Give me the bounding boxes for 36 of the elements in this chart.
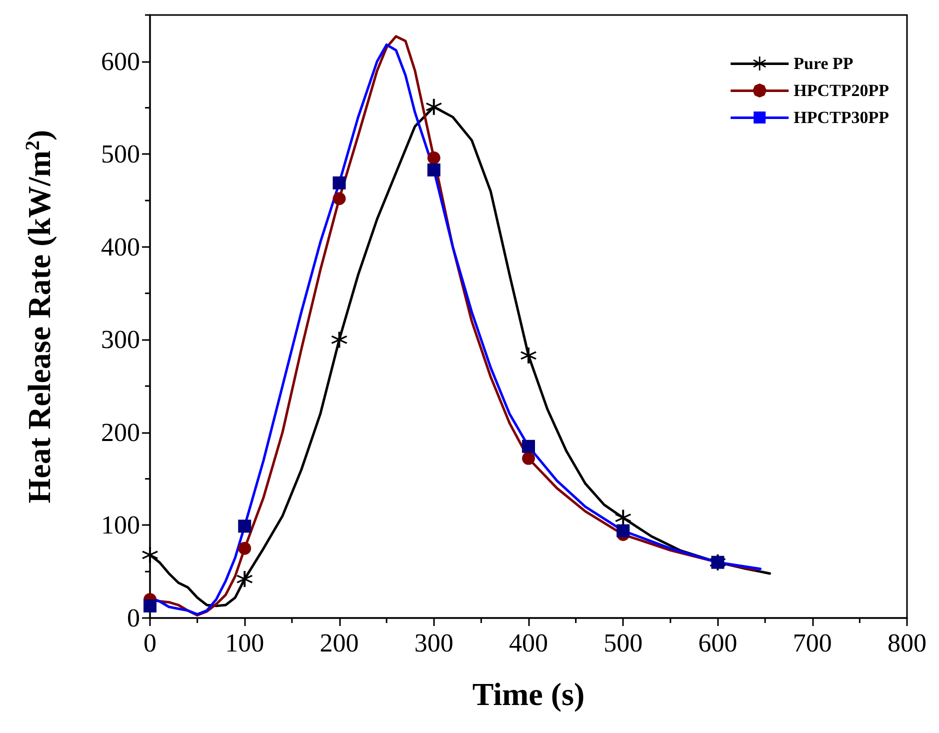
y-axis-title: Heat Release Rate (kW/m2) [21, 130, 57, 504]
x-tick-label: 500 [604, 628, 643, 658]
x-tick-label: 400 [509, 628, 548, 658]
point [615, 510, 632, 526]
y-tick-label: 100 [101, 510, 140, 540]
point [238, 542, 252, 555]
y-tick-label: 600 [101, 46, 140, 76]
point [426, 98, 442, 115]
y-tick-label: 500 [101, 140, 140, 169]
point [522, 452, 535, 465]
legend-label: Pure PP [794, 54, 854, 73]
point [144, 599, 156, 612]
legend-label: HPCTP30PP [794, 108, 890, 127]
point [238, 520, 252, 533]
x-tick-label: 800 [888, 628, 926, 658]
point [427, 151, 440, 164]
point [616, 524, 630, 538]
point [142, 546, 158, 563]
point [522, 440, 535, 453]
legend-label: HPCTP20PP [794, 81, 890, 100]
x-tick-label: 700 [792, 628, 832, 658]
point [520, 347, 536, 364]
x-tick-label: 200 [320, 628, 359, 658]
point [332, 176, 346, 190]
x-tick-label: 600 [698, 628, 738, 658]
point [332, 192, 346, 206]
point [427, 163, 440, 176]
y-tick-label: 200 [101, 418, 140, 447]
x-tick-label: 100 [225, 628, 264, 658]
y-tick-label: 300 [101, 325, 140, 354]
x-tick-label: 300 [414, 628, 454, 658]
x-axis-title: Time (s) [472, 676, 585, 712]
y-tick-label: 0 [127, 604, 140, 632]
point [236, 571, 253, 588]
y-tick-label: 400 [101, 232, 140, 262]
point [331, 332, 348, 348]
